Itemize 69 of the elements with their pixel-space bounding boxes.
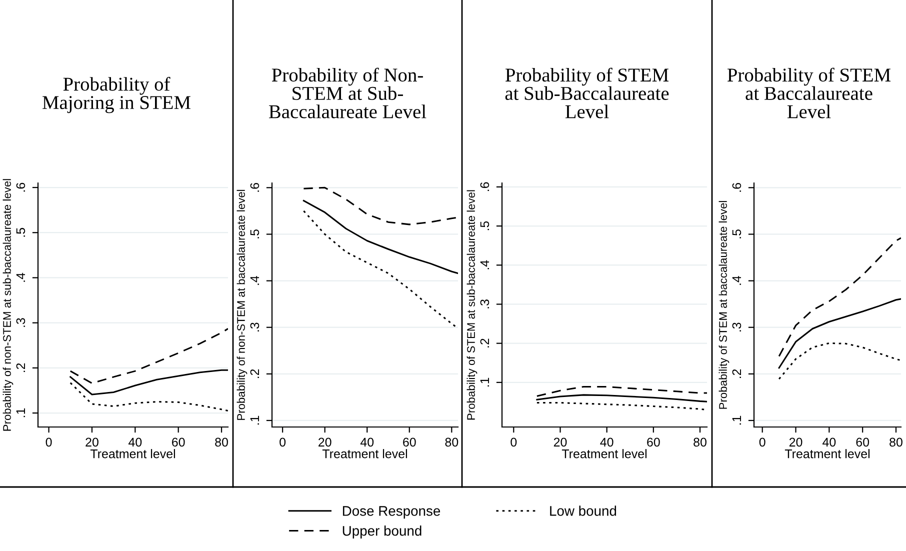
- y-axis-title: Probability of non-STEM at sub-baccalaureate level: [2, 179, 14, 431]
- chart-title: Probability of STEM at Baccalaureate Level: [727, 68, 891, 118]
- x-tick-label: 60: [856, 438, 870, 447]
- legend-label: Upper bound: [342, 526, 422, 538]
- y-tick-label: .1: [250, 416, 259, 425]
- y-tick-label: .1: [16, 408, 25, 418]
- y-tick-label: .4: [16, 272, 25, 282]
- x-tick-label: 20: [789, 438, 802, 447]
- y-tick-label: .5: [250, 230, 260, 238]
- x-tick-label: 0: [46, 438, 52, 447]
- x-tick-label: 40: [128, 438, 142, 447]
- x-tick-label: 0: [280, 438, 286, 447]
- x-axis-title: Treatment level: [562, 449, 647, 458]
- y-tick-label: .5: [480, 221, 490, 230]
- y-tick-label: .6: [16, 182, 26, 192]
- y-tick-label: .6: [480, 182, 490, 191]
- x-tick-label: 80: [215, 438, 228, 447]
- y-tick-label: .5: [732, 230, 742, 238]
- line-series: [536, 386, 707, 397]
- y-tick-label: .1: [480, 378, 489, 386]
- y-tick-label: .3: [732, 322, 742, 332]
- x-axis-title: Treatment level: [322, 449, 408, 458]
- line-series: [70, 369, 228, 396]
- line-series: [70, 328, 228, 384]
- chart-title: Probability of Majoring in STEM: [42, 76, 190, 114]
- y-axis-title: Probability of non-STEM at baccalaureate level: [236, 190, 248, 420]
- x-tick-label: 20: [318, 438, 332, 447]
- chart-title: Probability of STEM at Sub-Baccalaureate Level: [505, 68, 669, 118]
- x-tick-label: 80: [694, 438, 706, 447]
- line-series: [778, 342, 901, 380]
- y-tick-label: .1: [732, 416, 741, 425]
- y-tick-label: .3: [250, 322, 260, 332]
- line-series: [302, 200, 458, 274]
- line-series: [70, 382, 228, 412]
- x-tick-label: 80: [890, 438, 902, 447]
- y-axis-title: Probability of STEM at baccalaureate level: [718, 201, 730, 409]
- y-tick-label: .2: [480, 338, 489, 348]
- line-series: [302, 186, 458, 226]
- y-axis-title: Probability of STEM at sub-baccalaureate level: [466, 190, 478, 420]
- y-tick-label: .4: [250, 276, 259, 285]
- x-axis-title: Treatment level: [784, 449, 870, 458]
- x-tick-label: 40: [822, 438, 836, 447]
- y-tick-label: .5: [16, 228, 26, 237]
- y-tick-label: .6: [250, 182, 260, 192]
- line-series: [778, 237, 901, 357]
- x-tick-label: 40: [360, 438, 374, 447]
- y-tick-label: .4: [732, 276, 741, 285]
- x-tick-label: 0: [510, 438, 517, 447]
- legend-label: Dose Response: [342, 506, 440, 519]
- x-tick-label: 20: [554, 438, 567, 447]
- x-tick-label: 20: [86, 438, 98, 447]
- chart-title: Probability of Non- STEM at Sub- Baccalaureate Level: [268, 68, 426, 118]
- line-series: [302, 210, 458, 330]
- legend-label: Low bound: [550, 506, 616, 516]
- x-tick-label: 60: [403, 438, 416, 447]
- x-tick-label: 80: [445, 438, 458, 447]
- y-tick-label: .3: [16, 318, 26, 327]
- y-tick-label: .2: [732, 369, 741, 378]
- line-series: [778, 298, 901, 369]
- y-tick-label: .2: [250, 369, 259, 378]
- x-tick-label: 0: [759, 438, 766, 447]
- y-tick-label: .3: [480, 300, 490, 308]
- x-axis-title: Treatment level: [90, 449, 176, 458]
- y-tick-label: .6: [732, 182, 742, 192]
- y-tick-label: .2: [16, 363, 25, 372]
- x-tick-label: 60: [172, 438, 185, 447]
- y-tick-label: .4: [480, 260, 489, 270]
- x-tick-label: 40: [600, 438, 614, 447]
- x-tick-label: 60: [647, 438, 660, 447]
